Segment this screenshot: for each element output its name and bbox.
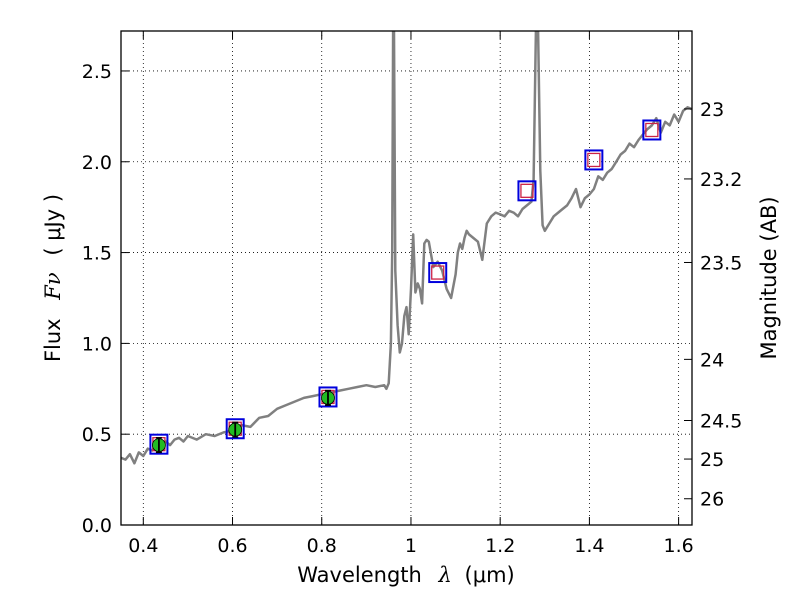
y-tick-label: 2.0 (82, 152, 112, 174)
x-axis-label-symbol: λ (438, 563, 452, 587)
model-photometry-inner-box (645, 122, 659, 138)
model-photometry-box (318, 386, 338, 408)
model-photometry-box (225, 418, 245, 440)
mag-tick-label: 23.2 (700, 169, 742, 191)
mag-tick-label: 26 (700, 489, 724, 511)
x-tick-label: 1 (405, 535, 417, 557)
y-tick-label: 0.0 (82, 515, 112, 537)
model-photometry-inner-box (587, 152, 601, 168)
x-axis-label-unit: (μm) (465, 563, 515, 587)
x-axis-label: Wavelength λ (μm) (297, 563, 514, 587)
model-photometry-box (584, 149, 604, 171)
x-tick-label: 0.6 (217, 535, 247, 557)
x-tick-label: 0.8 (307, 535, 337, 557)
x-tick-label: 1.2 (485, 535, 515, 557)
model-photometry-box (149, 433, 169, 455)
model-photometry-inner-box (520, 183, 534, 198)
mag-tick-label: 24 (700, 349, 724, 371)
y2-axis-label: Magnitude (AB) (757, 196, 781, 359)
mag-tick-label: 24.5 (700, 410, 742, 432)
y-axis-label-text: Flux (41, 318, 65, 362)
x-axis-label-text: Wavelength (297, 563, 422, 587)
x-tick-label: 1.4 (574, 535, 604, 557)
axis-ticks: 0.4 0.6 0.8 1 1.2 1.4 1.6 0.0 0.5 1.0 1.5 2.0 2.5 23 2… (82, 31, 742, 557)
model-photometry-inner-box (431, 265, 445, 280)
mag-tick-label: 23.5 (700, 252, 742, 274)
model-spectrum-line (121, 31, 692, 465)
mag-tick-label: 23 (700, 99, 724, 121)
x-tick-label: 0.4 (128, 535, 158, 557)
model-photometry-box (517, 180, 537, 202)
y-axis-label: Flux Fν ( μJy ) (41, 194, 65, 362)
photometry-markers (149, 119, 662, 455)
grid (121, 31, 692, 526)
y-tick-label: 2.5 (82, 61, 112, 83)
plot-frame (120, 30, 693, 526)
mag-tick-label: 25 (700, 449, 724, 471)
y-tick-label: 0.5 (82, 424, 112, 446)
model-photometry-box (428, 262, 448, 284)
x-tick-label: 1.6 (664, 535, 694, 557)
y-axis-label-symbol: Fν (41, 272, 65, 301)
model-spectrum (121, 31, 692, 465)
y-tick-label: 1.0 (82, 333, 112, 355)
model-photometry-box (642, 119, 662, 141)
y-axis-label-unit: ( μJy ) (41, 194, 65, 256)
y-tick-label: 1.5 (82, 243, 112, 265)
